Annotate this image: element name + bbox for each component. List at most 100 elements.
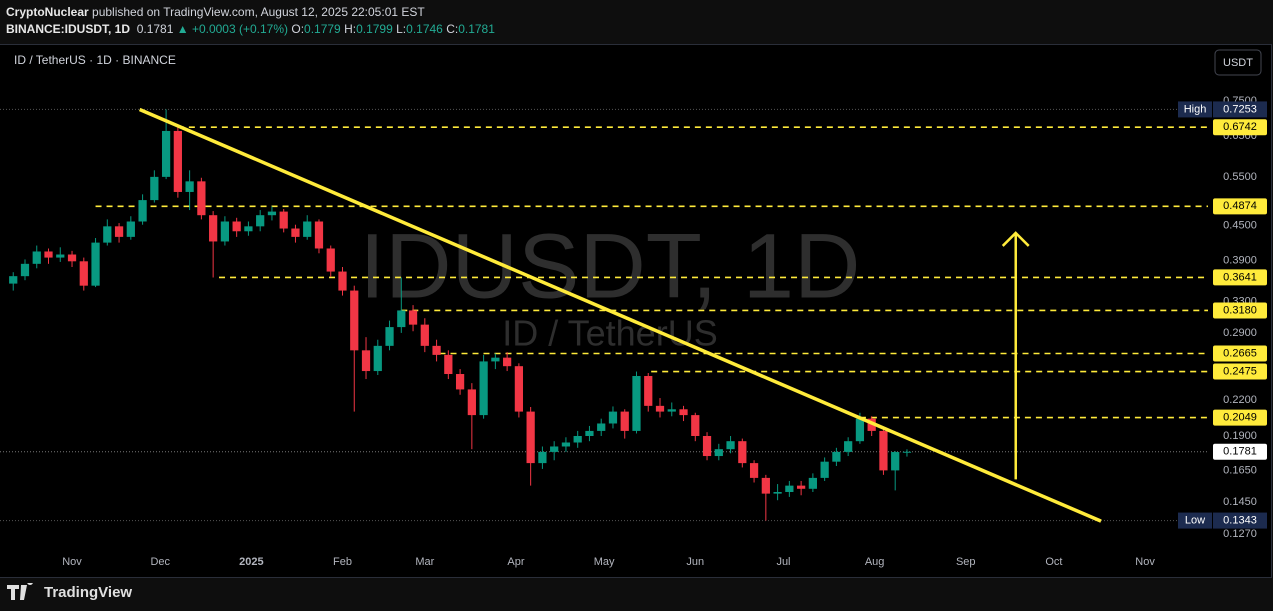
c-label: C:	[446, 22, 459, 36]
candle-body	[44, 251, 53, 258]
last-price-tag	[1213, 443, 1267, 460]
marker-tag	[1178, 512, 1212, 529]
level-label: 0.6742	[1223, 121, 1257, 133]
brand: TradingView	[44, 583, 133, 601]
candle-body	[326, 248, 335, 272]
watermark-sub: ID / TetherUS	[502, 313, 717, 354]
c: 0.1781	[458, 22, 495, 36]
logo-icon	[7, 583, 33, 600]
candle-body	[291, 228, 300, 237]
l-label: L:	[396, 22, 407, 36]
x-tick-label: Nov	[62, 556, 82, 568]
candle-body	[161, 130, 171, 177]
candle-body	[56, 254, 65, 258]
level-label: 0.2049	[1223, 411, 1257, 423]
candle-body	[91, 242, 100, 286]
candle-body	[479, 361, 488, 416]
marker-box	[1213, 101, 1267, 118]
candle-body	[844, 441, 853, 452]
currency-label[interactable]: USDT	[1223, 57, 1253, 69]
candle-body	[103, 226, 112, 243]
o: 0.1779	[304, 22, 341, 36]
last: 0.1781	[136, 22, 174, 36]
candle-body	[220, 221, 230, 242]
candle-body	[503, 357, 512, 367]
candle-body	[126, 221, 135, 237]
published: published on TradingView.com, August 12,…	[92, 5, 425, 19]
candle-body	[314, 221, 324, 249]
level-tag	[1213, 269, 1267, 286]
candle-body	[232, 221, 241, 232]
candle-body	[20, 263, 30, 277]
candle-body	[702, 435, 712, 457]
level-label: 0.2665	[1223, 347, 1257, 359]
candle-body	[832, 451, 841, 462]
candle-body	[726, 441, 735, 450]
level-tag	[1213, 119, 1267, 136]
y-tick-label: 0.1450	[1223, 496, 1257, 508]
y-tick-label: 0.1650	[1223, 464, 1257, 476]
candle-body	[644, 376, 653, 406]
candle-body	[655, 405, 665, 412]
candle-body	[597, 423, 606, 431]
level-label: 0.3641	[1223, 271, 1257, 283]
candle-body	[444, 354, 453, 375]
candle-body	[185, 181, 194, 192]
candle-body	[197, 181, 206, 216]
candle-body	[808, 477, 817, 489]
currency-button[interactable]	[1214, 49, 1262, 76]
level-tag	[1213, 363, 1267, 380]
chart: IDUSDT, 1D ID / TetherUS ID / TetherUS ·…	[0, 49, 1267, 568]
change: ▲ +0.0003 (+0.17%)	[176, 22, 289, 36]
candle-body	[526, 411, 535, 464]
candle-body	[691, 415, 700, 436]
level-label: 0.2475	[1223, 365, 1257, 377]
candle-body	[267, 211, 277, 216]
l: 0.1746	[406, 22, 443, 36]
x-tick-label: May	[594, 556, 615, 568]
x-tick-label: Sep	[956, 556, 976, 568]
y-tick-label: 0.1900	[1223, 430, 1257, 442]
level-tag	[1213, 345, 1267, 362]
chart-panel: IDUSDT, 1D ID / TetherUS ID / TetherUS ·…	[0, 44, 1272, 578]
candle-body	[256, 215, 265, 227]
level-label: 0.4874	[1223, 200, 1257, 212]
marker-label: High	[1184, 103, 1207, 115]
candle-body	[714, 449, 723, 457]
arrow-head	[1001, 231, 1030, 247]
candle-body	[797, 485, 806, 489]
candle-body	[632, 376, 641, 431]
author: CryptoNuclear	[6, 5, 89, 19]
candle-body	[138, 200, 147, 222]
candle-body	[338, 271, 347, 291]
level-tag	[1213, 302, 1267, 319]
candle-body	[738, 441, 747, 464]
publish-line: CryptoNuclear published on TradingView.c…	[6, 4, 495, 21]
quote-line: BINANCE:IDUSDT, 1D 0.1781 ▲ +0.0003 (+0.…	[6, 21, 495, 38]
symbol: BINANCE:IDUSDT, 1D	[6, 22, 131, 36]
candle-body	[538, 451, 547, 464]
x-tick-label: 2025	[239, 556, 263, 568]
watermark: IDUSDT, 1D	[360, 215, 861, 317]
candle-body	[67, 254, 77, 262]
candle-body	[279, 211, 288, 229]
candle-body	[585, 430, 594, 436]
level-tag	[1213, 409, 1267, 426]
candle-body	[244, 226, 253, 232]
candle-body	[361, 350, 371, 372]
h: 0.1799	[356, 22, 393, 36]
candle-body	[773, 492, 782, 494]
x-tick-label: Aug	[865, 556, 885, 568]
candle-body	[373, 345, 382, 372]
candle-body	[432, 345, 441, 355]
x-tick-label: Mar	[415, 556, 434, 568]
candle-body	[785, 485, 794, 493]
candle-body	[608, 411, 618, 424]
candle-body	[350, 290, 359, 351]
level-label: 0.3180	[1223, 304, 1257, 316]
candle-body	[455, 374, 465, 390]
candle-body	[855, 418, 865, 442]
y-tick-label: 0.2900	[1223, 327, 1257, 339]
x-tick-label: Nov	[1135, 556, 1155, 568]
